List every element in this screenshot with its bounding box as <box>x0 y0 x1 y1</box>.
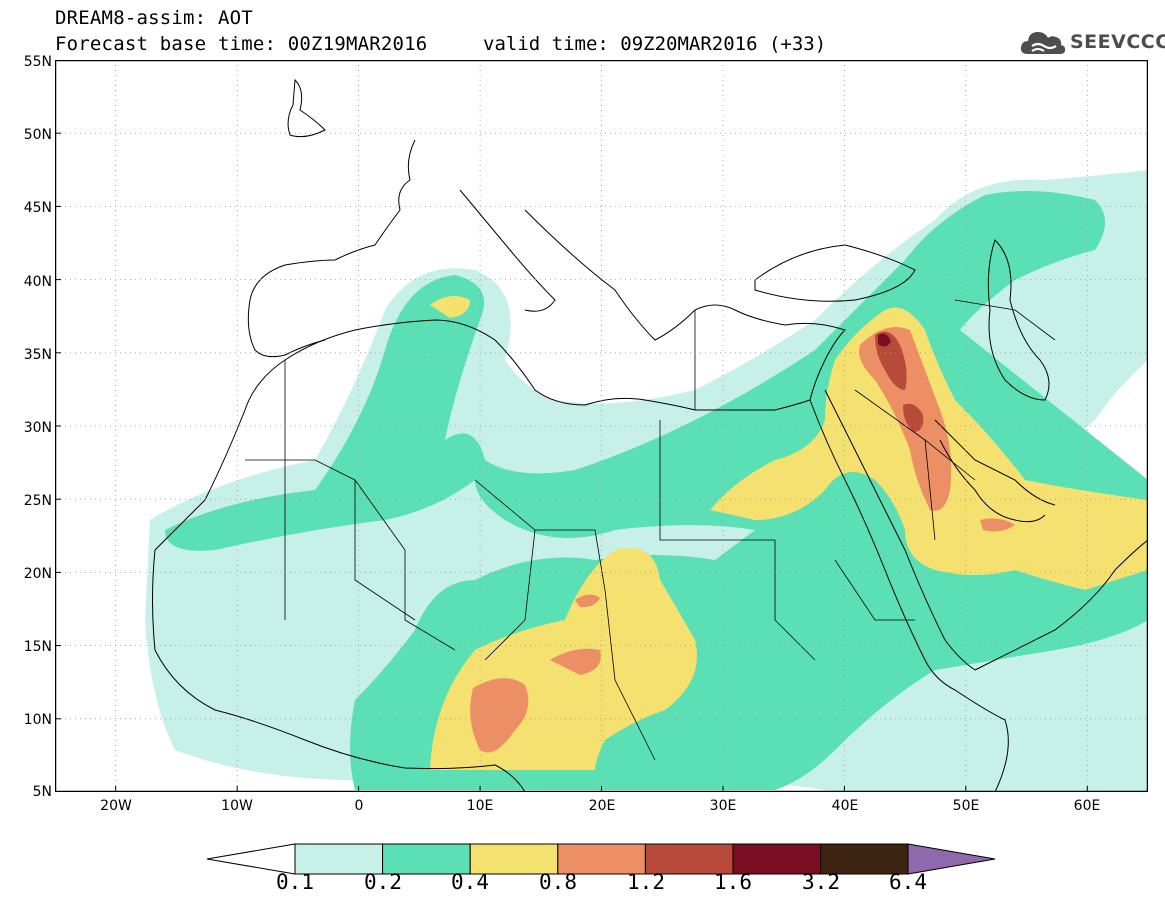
cloud-icon <box>1020 32 1066 54</box>
lat-label: 45N <box>23 200 52 216</box>
colorbar-label: 1.6 <box>714 870 752 894</box>
colorbar-cell <box>732 843 822 875</box>
map-border <box>55 60 1148 792</box>
lon-label: 30E <box>709 798 737 814</box>
coastlines <box>152 78 1148 792</box>
lat-label: 30N <box>23 420 52 436</box>
lon-label: 20W <box>100 798 132 814</box>
lat-label: 55N <box>23 54 52 70</box>
lat-label: 20N <box>23 566 52 582</box>
colorbar-over-arrow <box>907 843 996 875</box>
lon-label: 50E <box>952 798 980 814</box>
lat-label: 50N <box>23 127 52 143</box>
lat-label: 10N <box>23 712 52 728</box>
aot-band-1-6 <box>878 333 891 347</box>
valid-time: valid time: 09Z20MAR2016 (+33) <box>483 33 827 55</box>
logo-text: SEEVCCC <box>1070 31 1165 53</box>
lon-label: 60E <box>1073 798 1101 814</box>
colorbar-label: 0.2 <box>364 870 402 894</box>
colorbar-cell <box>294 843 384 875</box>
lon-label: 10E <box>466 798 494 814</box>
colorbar-label: 0.4 <box>451 870 489 894</box>
aot-map <box>55 60 1148 792</box>
forecast-base-time: Forecast base time: 00Z19MAR2016 <box>55 33 428 55</box>
colorbar-cell <box>644 843 734 875</box>
colorbar-label: 6.4 <box>889 870 927 894</box>
lon-label: 0 <box>354 798 364 814</box>
colorbar-label: 1.2 <box>627 870 665 894</box>
lon-label: 10W <box>221 798 253 814</box>
country-borders <box>245 299 1056 761</box>
lat-label: 25N <box>23 493 52 509</box>
colorbar-cell <box>382 843 471 875</box>
colorbar-cell <box>469 843 559 875</box>
colorbar-label: 0.1 <box>276 870 314 894</box>
lon-label: 40E <box>831 798 859 814</box>
colorbar <box>206 843 996 875</box>
lat-label: 5N <box>32 784 52 800</box>
lat-label: 40N <box>23 274 52 290</box>
lat-label: 35N <box>23 347 52 363</box>
colorbar-label: 3.2 <box>802 870 840 894</box>
colorbar-label: 0.8 <box>539 870 577 894</box>
graticule <box>55 60 1148 792</box>
map-title: DREAM8-assim: AOT <box>55 7 253 29</box>
lat-label: 15N <box>23 639 52 655</box>
seevccc-logo: SEEVCCC <box>1018 24 1165 60</box>
colorbar-cell <box>820 843 909 875</box>
lon-label: 20E <box>588 798 616 814</box>
